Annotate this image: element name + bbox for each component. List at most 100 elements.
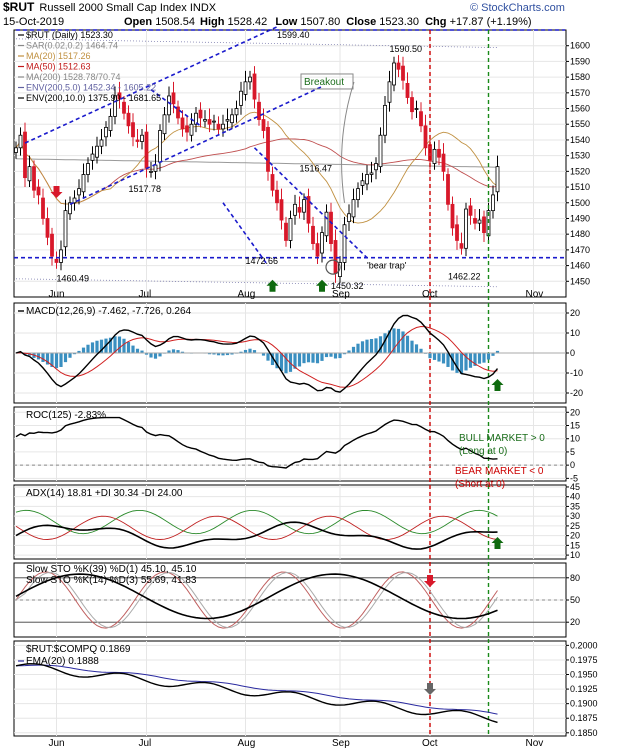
macd-histogram-bar xyxy=(491,353,495,356)
x-tick-label-bottom: Sep xyxy=(332,738,350,749)
ma20-line xyxy=(15,111,498,224)
y-tick-label-price: 1500 xyxy=(570,198,590,208)
candle-body xyxy=(491,194,495,212)
y-tick-label-stoch: 20 xyxy=(570,617,580,627)
y-tick-label-price: 1490 xyxy=(570,213,590,223)
candle-body xyxy=(446,174,450,205)
high-label: High xyxy=(200,16,225,28)
macd-histogram-bar xyxy=(266,353,270,361)
macd-histogram-bar xyxy=(441,353,446,364)
y-tick-label-ratio: 0.2000 xyxy=(570,640,598,650)
price-annotation: 1517.78 xyxy=(129,184,162,194)
adx-legend: ADX(14) 18.81 +DI 30.34 -DI 24.00 xyxy=(26,488,183,499)
candle-body xyxy=(36,186,41,196)
candle-body xyxy=(144,131,149,169)
price-annotation: 1590.50 xyxy=(390,44,423,54)
macd-histogram-bar xyxy=(284,353,288,374)
macd-histogram-bar xyxy=(275,353,279,369)
price-legend-item: MA(20) 1517.26 xyxy=(26,51,91,61)
adx-line xyxy=(15,521,498,550)
macd-histogram-bar xyxy=(392,328,396,353)
candle-body xyxy=(414,108,419,110)
candle-body xyxy=(86,163,90,175)
candle-body xyxy=(464,208,468,249)
candle-body xyxy=(419,111,423,127)
x-tick-label-bottom: Jun xyxy=(49,738,65,749)
candle-body xyxy=(81,174,86,193)
y-tick-label-price: 1550 xyxy=(570,119,590,129)
y-tick-label-macd: 0 xyxy=(570,348,575,358)
y-tick-label-adx: 40 xyxy=(570,492,580,502)
y-tick-label-adx: 25 xyxy=(570,521,580,531)
macd-histogram-bar xyxy=(432,353,437,360)
macd-histogram-bar xyxy=(324,353,329,358)
price-legend-item: SAR(0.02,0.2) 1464.74 xyxy=(26,41,118,51)
macd-histogram-bar xyxy=(122,338,126,353)
candle-body xyxy=(270,174,275,191)
macd-histogram-bar xyxy=(482,353,486,363)
macd-histogram-bar xyxy=(135,348,140,353)
macd-histogram-bar xyxy=(446,353,450,367)
candle-body xyxy=(194,112,198,125)
stoch-legend-1: Slow STO %K(39) %D(1) 45.10, 45.10 xyxy=(26,564,197,575)
macd-histogram-bar xyxy=(72,353,77,355)
y-tick-label-ratio: 0.1950 xyxy=(570,670,598,680)
macd-histogram-bar xyxy=(396,328,401,353)
x-tick-label-price: Jul xyxy=(139,289,152,300)
macd-histogram-bar xyxy=(126,341,131,353)
candle-body xyxy=(180,117,185,130)
macd-histogram-bar xyxy=(297,353,302,367)
candle-body xyxy=(342,224,347,263)
candle-body xyxy=(320,232,324,254)
macd-histogram-bar xyxy=(86,344,90,353)
candle-body xyxy=(410,97,414,113)
y-tick-label-adx: 30 xyxy=(570,511,580,521)
chg-value: +17.87 (+1.19%) xyxy=(449,16,532,28)
macd-histogram-bar xyxy=(207,353,212,355)
price-annotation: Breakout xyxy=(304,77,344,88)
index-name: Russell 2000 Small Cap Index INDX xyxy=(39,2,217,14)
ticker-symbol: $RUT xyxy=(3,0,35,14)
price-annotation: 1472.66 xyxy=(246,256,279,266)
macd-histogram-bar xyxy=(351,346,356,353)
candle-body xyxy=(302,199,306,213)
macd-histogram-bar xyxy=(95,340,99,353)
candle-body xyxy=(311,225,315,245)
candle-body xyxy=(396,62,401,70)
candle-body xyxy=(198,109,203,119)
candle-body xyxy=(63,210,68,248)
y-tick-label-macd: 10 xyxy=(570,328,580,338)
y-tick-label-adx: 15 xyxy=(570,540,580,550)
macd-histogram-bar xyxy=(365,339,369,353)
candle-body xyxy=(72,197,77,204)
candle-body xyxy=(455,224,459,241)
candle-body xyxy=(329,211,333,244)
candle-body xyxy=(90,153,95,161)
macd-histogram-bar xyxy=(221,353,225,356)
candle-body xyxy=(248,76,252,83)
macd-legend: MACD(12,26,9) -7.462, -7.726, 0.264 xyxy=(26,306,192,317)
candle-body xyxy=(482,216,486,234)
candle-body xyxy=(473,218,477,224)
candle-body xyxy=(95,145,99,158)
macd-histogram-bar xyxy=(180,351,185,353)
macd-histogram-bar xyxy=(477,353,482,364)
panel-frame-ratio xyxy=(13,640,567,737)
candle-body xyxy=(113,95,117,117)
macd-line xyxy=(15,314,499,393)
candle-body xyxy=(383,104,387,136)
macd-histogram-bar xyxy=(77,350,81,353)
candle-body xyxy=(441,153,446,172)
macd-histogram-bar xyxy=(45,353,50,365)
y-tick-label-price: 1460 xyxy=(570,261,590,271)
candle-body xyxy=(171,92,176,105)
candle-body xyxy=(405,83,410,98)
macd-histogram-bar xyxy=(383,333,387,353)
candle-body xyxy=(131,122,135,138)
y-tick-label-price: 1450 xyxy=(570,276,590,286)
candle-body xyxy=(288,218,293,241)
price-legend-item: ENV(200,5.0) 1452.34 - 1605.22 xyxy=(26,83,156,93)
roc-bull-sub: (Long at 0) xyxy=(459,446,507,457)
candle-body xyxy=(221,123,225,130)
